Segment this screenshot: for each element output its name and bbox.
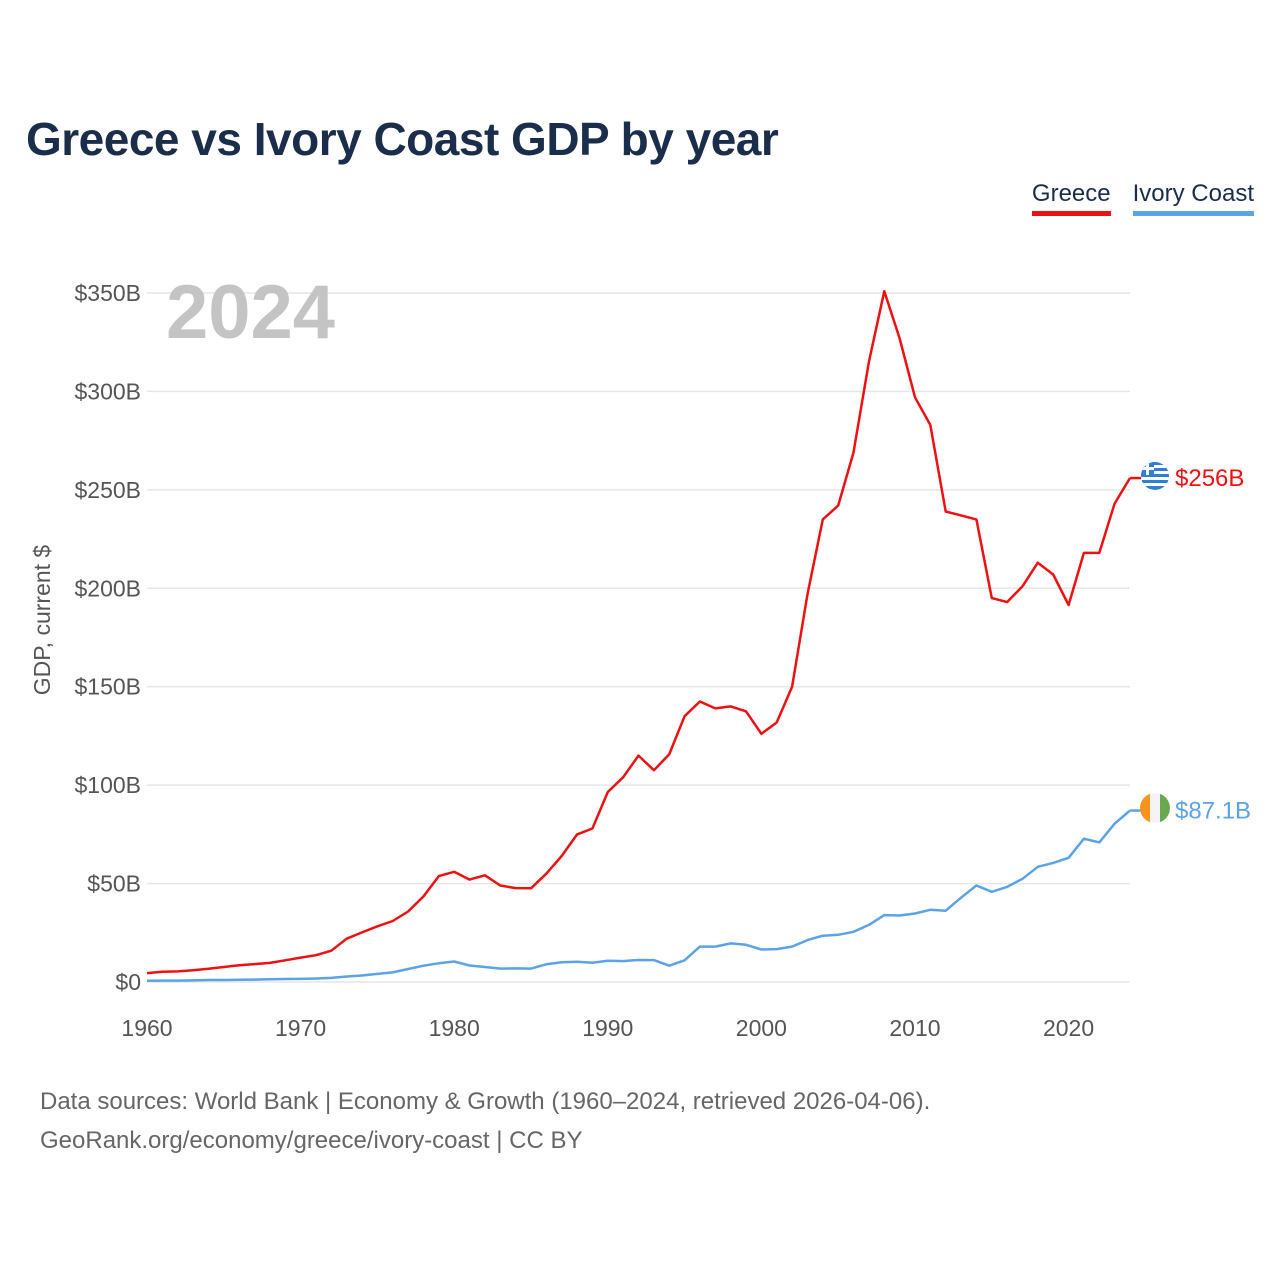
footer: Data sources: World Bank | Economy & Gro… bbox=[40, 1082, 930, 1160]
end-label-ivory-coast: $87.1B bbox=[1175, 798, 1251, 825]
footer-sources: Data sources: World Bank | Economy & Gro… bbox=[40, 1088, 931, 1115]
y-tick-label: $350B bbox=[74, 280, 141, 306]
greece-flag-icon bbox=[1141, 462, 1169, 490]
x-tick-label: 2000 bbox=[736, 1015, 787, 1041]
legend-item-ivory-coast[interactable]: Ivory Coast bbox=[1132, 180, 1254, 216]
y-tick-label: $200B bbox=[74, 575, 141, 601]
x-tick-label: 1960 bbox=[121, 1015, 172, 1041]
legend: Greece Ivory Coast bbox=[1031, 180, 1254, 216]
x-tick-label: 1980 bbox=[429, 1015, 480, 1041]
y-axis-label: GDP, current $ bbox=[29, 545, 55, 696]
x-tick-label: 1990 bbox=[582, 1015, 633, 1041]
legend-item-greece[interactable]: Greece bbox=[1031, 180, 1111, 216]
y-tick-label: $100B bbox=[74, 772, 141, 798]
y-tick-label: $300B bbox=[74, 378, 141, 404]
year-watermark: 2024 bbox=[166, 270, 335, 355]
gdp-line-chart: 2024 $0 $50B $100B $150B $200B $250B $300B $350… bbox=[29, 270, 1251, 1041]
y-tick-label: $0 bbox=[115, 969, 141, 995]
series-line-greece bbox=[146, 289, 1132, 975]
footer-attribution[interactable]: GeoRank.org/economy/greece/ivory-coast |… bbox=[40, 1127, 583, 1154]
y-axis-ticks: $0 $50B $100B $150B $200B $250B $300B $350B bbox=[74, 280, 141, 995]
y-tick-label: $150B bbox=[74, 674, 141, 700]
end-markers bbox=[1140, 462, 1170, 823]
x-tick-label: 1970 bbox=[275, 1015, 326, 1041]
ivory-coast-flag-icon bbox=[1140, 793, 1170, 823]
x-axis-ticks: 1960 1970 1980 1990 2000 2010 2020 bbox=[121, 1015, 1094, 1041]
y-tick-label: $250B bbox=[74, 477, 141, 503]
series-line-ivory-coast bbox=[146, 809, 1131, 983]
x-tick-label: 2010 bbox=[889, 1015, 940, 1041]
y-tick-label: $50B bbox=[87, 871, 141, 897]
grid-lines bbox=[147, 292, 1130, 983]
x-tick-label: 2020 bbox=[1043, 1015, 1094, 1041]
end-label-greece: $256B bbox=[1175, 465, 1244, 492]
page-title: Greece vs Ivory Coast GDP by year bbox=[26, 113, 779, 165]
series-lines: $256B $87.1B bbox=[146, 289, 1251, 983]
